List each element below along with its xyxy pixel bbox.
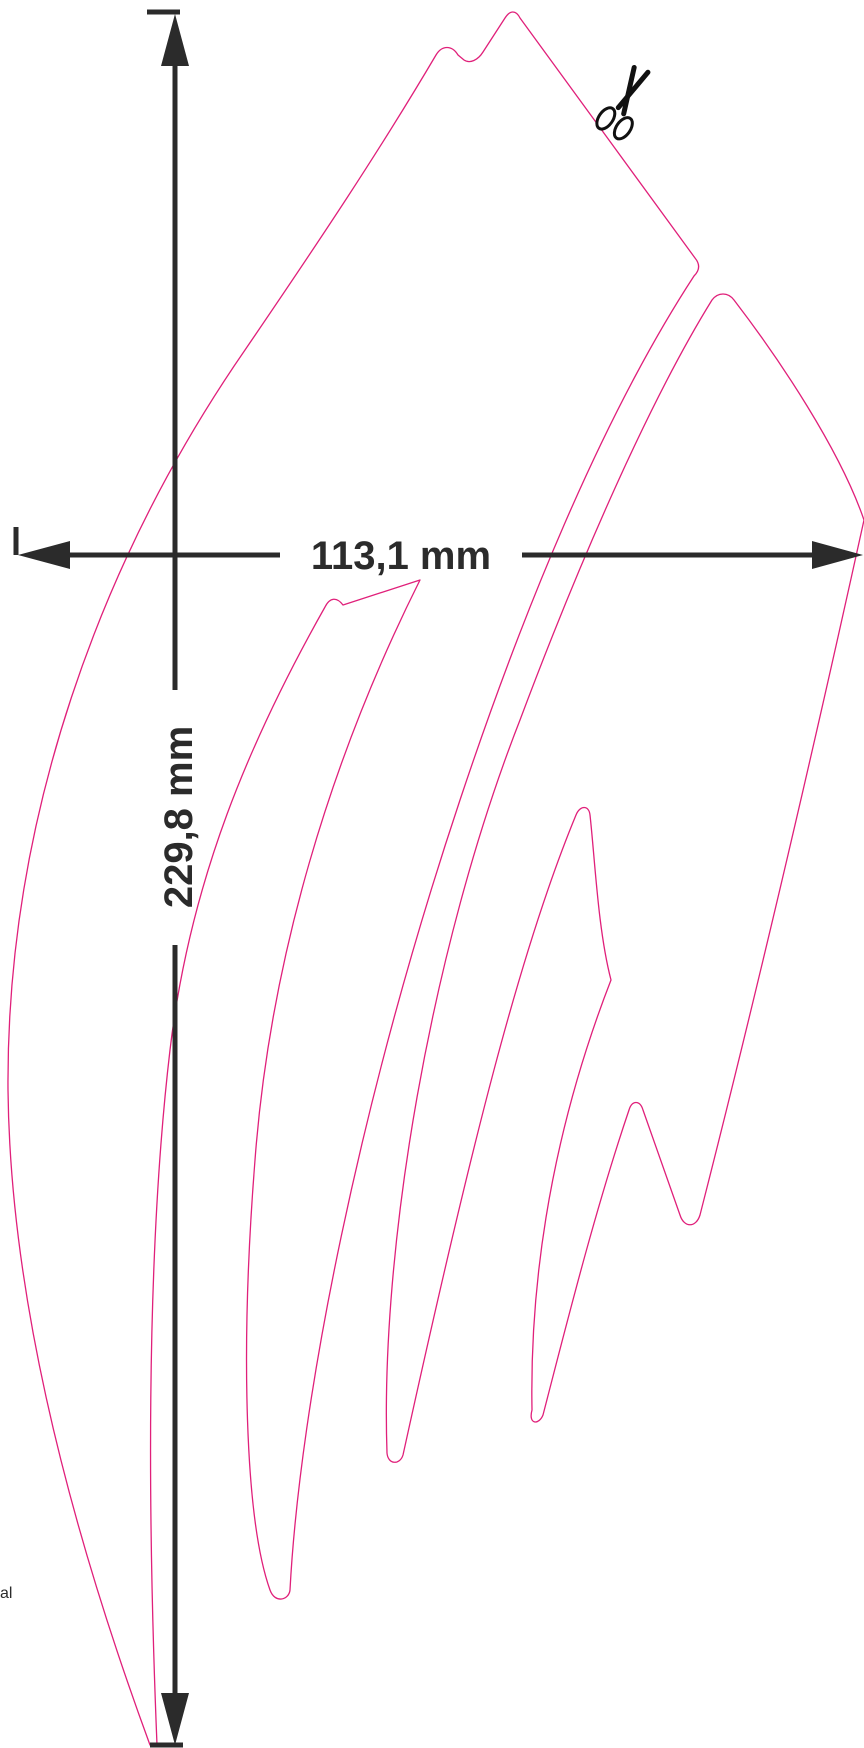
outer-flame-outline (7, 11, 700, 1746)
arrow-right-icon (812, 541, 863, 569)
cut-outlines (7, 11, 864, 1746)
inner-flame-outline (385, 293, 864, 1463)
arrow-down-icon (161, 1693, 189, 1745)
arrow-left-icon (18, 541, 70, 569)
width-dimension-label: 113,1 mm (311, 534, 491, 578)
side-note-text: al (0, 1585, 12, 1602)
dimension-arrowheads (18, 14, 863, 1745)
height-dimension-label: 229,8 mm (157, 726, 201, 908)
arrow-up-icon (161, 14, 189, 66)
scissors-icon (595, 64, 651, 141)
dimension-lines (13, 9, 820, 1748)
